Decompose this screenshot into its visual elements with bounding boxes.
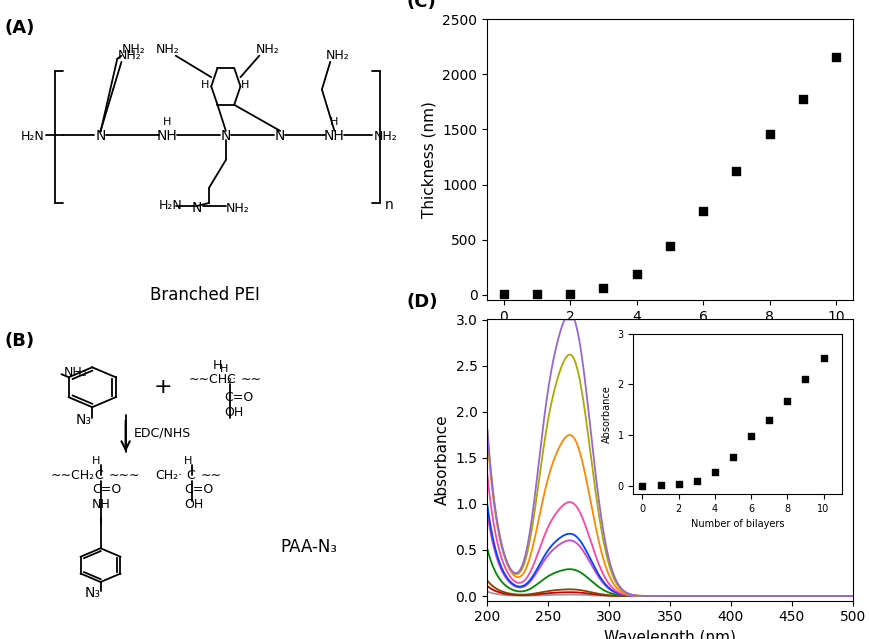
- Text: NH₂: NH₂: [117, 49, 141, 62]
- Point: [562, 289, 576, 299]
- Text: NH₂: NH₂: [226, 202, 249, 215]
- Text: H: H: [330, 117, 338, 127]
- Point: [662, 241, 676, 251]
- Text: NH₂: NH₂: [255, 43, 279, 56]
- X-axis label: Wavelength (nm): Wavelength (nm): [603, 630, 735, 639]
- Point: [728, 166, 742, 176]
- Text: H: H: [163, 117, 171, 127]
- Text: +: +: [154, 377, 172, 397]
- Y-axis label: Thickness (nm): Thickness (nm): [421, 102, 436, 218]
- Text: NH: NH: [92, 498, 111, 511]
- Text: H₂N: H₂N: [21, 130, 45, 143]
- Point: [496, 289, 510, 300]
- Text: H₂N: H₂N: [159, 199, 182, 212]
- Text: H: H: [92, 456, 101, 466]
- Point: [695, 206, 709, 216]
- Point: [828, 52, 842, 62]
- Text: (A): (A): [4, 19, 35, 37]
- Text: Branched PEI: Branched PEI: [149, 286, 260, 304]
- Point: [762, 128, 776, 139]
- Text: ∼∼∼: ∼∼∼: [109, 469, 140, 482]
- Text: C=O: C=O: [92, 483, 122, 496]
- Text: C=O: C=O: [184, 483, 213, 496]
- Text: H: H: [219, 364, 228, 374]
- Text: N: N: [221, 129, 231, 143]
- Text: H: H: [201, 80, 209, 90]
- Text: H: H: [184, 456, 192, 466]
- Point: [795, 93, 809, 104]
- X-axis label: Number of bilayers: Number of bilayers: [596, 330, 742, 344]
- Text: ∼∼CH₂·: ∼∼CH₂·: [50, 469, 98, 482]
- Text: NH: NH: [323, 129, 344, 143]
- Text: C=O: C=O: [223, 391, 253, 404]
- Text: C: C: [186, 469, 195, 482]
- Text: N: N: [275, 129, 285, 143]
- Text: N: N: [191, 201, 202, 215]
- Text: (B): (B): [4, 332, 35, 350]
- Text: (D): (D): [407, 293, 438, 311]
- Text: ∼∼: ∼∼: [240, 373, 262, 385]
- Text: NH: NH: [156, 129, 177, 143]
- Point: [529, 289, 543, 300]
- Text: N₃: N₃: [84, 587, 100, 600]
- Text: H: H: [213, 359, 222, 372]
- Text: C: C: [226, 373, 235, 385]
- Text: C: C: [94, 469, 103, 482]
- Text: PAA-N₃: PAA-N₃: [281, 538, 337, 556]
- Text: NH₂: NH₂: [374, 130, 397, 143]
- Text: NH₂: NH₂: [326, 49, 349, 62]
- Point: [629, 269, 643, 279]
- Text: NH₂: NH₂: [63, 367, 88, 380]
- Text: H: H: [240, 80, 249, 90]
- Text: N: N: [96, 129, 106, 143]
- Text: OH: OH: [223, 406, 242, 419]
- Text: N₃: N₃: [76, 413, 92, 427]
- Text: NH₂: NH₂: [156, 43, 179, 56]
- Text: n: n: [384, 198, 393, 212]
- Y-axis label: Absorbance: Absorbance: [434, 415, 449, 505]
- Text: NH₂: NH₂: [122, 43, 145, 56]
- Point: [596, 283, 610, 293]
- Text: (C): (C): [407, 0, 436, 11]
- Text: EDC/NHS: EDC/NHS: [134, 426, 191, 439]
- Text: OH: OH: [184, 498, 203, 511]
- Text: ∼∼CH₂·: ∼∼CH₂·: [188, 373, 236, 385]
- Text: ∼∼: ∼∼: [201, 469, 222, 482]
- Text: CH₂·: CH₂·: [155, 469, 182, 482]
